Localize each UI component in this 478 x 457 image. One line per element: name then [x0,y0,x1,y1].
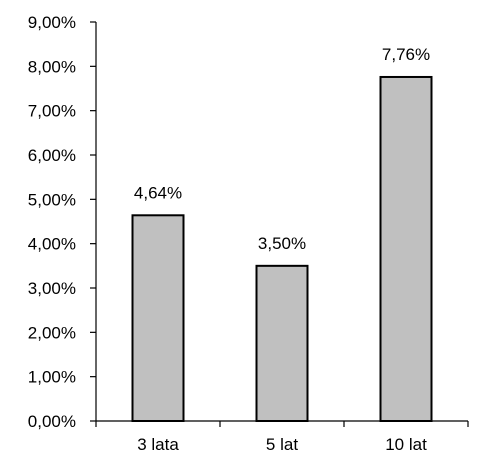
y-tick-label: 4,00% [28,235,76,254]
y-tick-label: 0,00% [28,412,76,431]
bar [255,264,309,423]
y-tick-label: 7,00% [28,102,76,121]
bars [131,75,433,423]
y-tick-label: 2,00% [28,323,76,342]
x-tick-label: 3 lata [137,435,179,454]
y-tick-label: 9,00% [28,13,76,32]
y-tick-label: 8,00% [28,57,76,76]
data-label: 7,76% [382,45,430,64]
data-labels: 4,64% 3,50% 7,76% [134,45,430,253]
bar [379,75,433,423]
data-label: 3,50% [258,234,306,253]
x-tick-label: 10 lat [385,435,427,454]
y-tick-label: 6,00% [28,146,76,165]
y-tick-label: 3,00% [28,279,76,298]
bar [131,214,185,422]
y-tick-label: 1,00% [28,368,76,387]
data-label: 4,64% [134,183,182,202]
y-axis: 0,00% 1,00% 2,00% 3,00% 4,00% 5,00% 6,00% 7,00%… [28,13,97,431]
x-axis: 3 lata 5 lat 10 lat [95,420,469,454]
y-tick-label: 5,00% [28,190,76,209]
x-tick-label: 5 lat [266,435,298,454]
